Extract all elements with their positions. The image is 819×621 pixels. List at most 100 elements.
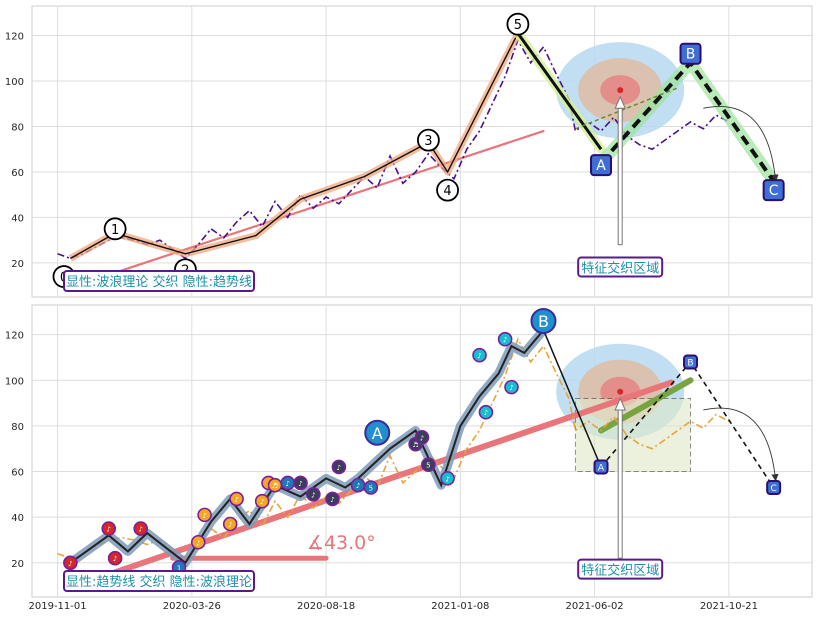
wave-node: [197, 507, 212, 523]
wave-node-glyph: ♪: [202, 512, 206, 520]
major-wave-label: A: [372, 424, 383, 443]
y-tick-label: 60: [11, 168, 24, 179]
forecast-arrow: [703, 106, 779, 182]
y-tick-label: 120: [5, 331, 24, 342]
wave-node-glyph: ♪: [330, 496, 334, 504]
annotation-box: [63, 570, 255, 592]
feature-label: 特征交织区域: [581, 563, 659, 579]
wave-node-glyph: ♪: [228, 521, 232, 529]
correction-line: [542, 329, 602, 468]
trend-projection: [575, 87, 679, 130]
pointer-arrow-head: [614, 95, 626, 109]
wave-label: 3: [424, 134, 432, 149]
wave-node: [421, 457, 436, 472]
wave-node: [306, 487, 321, 502]
wave-node-glyph: ♬: [412, 441, 418, 449]
abc-box: [593, 459, 609, 475]
wave-line: [69, 329, 545, 565]
pointer-arrow-shaft: [617, 409, 623, 559]
wave-node-glyph: ♬: [272, 482, 278, 490]
trend-extension: [598, 377, 694, 434]
wave-node-glyph: ♪: [509, 384, 513, 392]
abc-label: B: [687, 359, 693, 369]
wave-node-glyph: ♪: [356, 482, 360, 490]
abc-label: B: [686, 47, 696, 63]
trendline: [86, 379, 675, 585]
feature-zone-center: [617, 87, 624, 94]
major-wave-circle: [530, 307, 557, 334]
abc-box: [679, 42, 702, 65]
wave-node: [363, 480, 379, 495]
wave-node: [133, 521, 148, 536]
wave-node: [190, 534, 206, 550]
feature-label-box: [577, 256, 664, 278]
wave-label-circle: [416, 128, 440, 152]
abc-label: C: [770, 484, 776, 494]
wave-node: [229, 491, 244, 507]
wave-label-circle: [103, 217, 127, 241]
x-tick-label: 2021-06-02: [566, 601, 624, 612]
wave-node-glyph: ♪: [337, 464, 341, 472]
y-tick-label: 20: [11, 259, 24, 270]
wave-node-glyph: 1: [177, 564, 181, 572]
top-panel: 20406080100120012345ABC特征交织区域显性:波浪理论 交织 …: [5, 5, 813, 298]
wave-node: [254, 493, 270, 509]
wave-node: [440, 471, 455, 486]
y-tick-label: 100: [5, 376, 24, 387]
major-wave-label: B: [538, 312, 549, 331]
wave-line: [70, 32, 519, 260]
bottom-panel: 20 40 60 80 100 120 2019-11-01 2020-03-26 2020-0…: [5, 304, 813, 612]
x-tick-label: 2020-08-18: [297, 601, 355, 612]
wave-node: [222, 516, 238, 532]
abc-label: A: [596, 158, 606, 174]
major-wave-circle: [364, 419, 391, 446]
wave-node-glyph: ♪: [484, 409, 488, 417]
y-tick-label: 40: [11, 513, 24, 524]
wave-node-glyph: ♪: [138, 526, 142, 534]
wave-node-glyph: ♪: [234, 496, 238, 504]
wave-node-glyph: ♪: [298, 480, 302, 488]
wave-node: [497, 331, 513, 347]
y-tick-label: 40: [11, 213, 24, 224]
angle-label: ∡43.0°: [307, 532, 376, 554]
wave-label: 5: [514, 18, 522, 33]
y-tick-label: 60: [11, 468, 24, 479]
wave-node: [472, 347, 487, 363]
forecast-arrow: [703, 407, 779, 482]
wave-node: [101, 521, 117, 536]
wave-node-glyph: 5: [369, 485, 373, 493]
wave-node: [331, 459, 347, 475]
wave-node-glyph: ♪: [503, 336, 507, 344]
y-tick-label: 100: [5, 77, 24, 88]
abc-box: [683, 354, 699, 370]
wave-label: 1: [111, 223, 119, 238]
annotation: 显性:波浪理论 交织 隐性:趋势线: [66, 274, 252, 290]
abc-label: C: [769, 183, 779, 199]
wave-node: [504, 379, 519, 395]
wave-node: [293, 475, 308, 491]
annotation-box: [63, 270, 255, 292]
y-tick-label: 120: [5, 32, 24, 43]
wave-node: [63, 555, 78, 571]
wave-node: [325, 491, 340, 507]
y-tick-label: 20: [11, 559, 24, 570]
annotation: 显性:趋势线 交织 隐性:波浪理论: [66, 574, 252, 590]
x-tick-label: 2021-01-08: [431, 601, 489, 612]
pointer-arrow-shaft: [617, 107, 623, 246]
x-tick-label: 2021-10-21: [700, 601, 758, 612]
feature-label-box: [577, 558, 664, 580]
wave-node-glyph: ♪: [420, 434, 424, 442]
wave-node-glyph: ♪: [477, 352, 481, 360]
wave-label-circle: [506, 12, 530, 36]
y-tick-label: 80: [11, 122, 24, 133]
abc-box: [590, 154, 613, 177]
wave-node-glyph: ♪: [68, 560, 72, 568]
wave-node-glyph: ♪: [113, 555, 117, 563]
wave-node: [414, 430, 430, 445]
y-tick-label: 80: [11, 422, 24, 433]
pointer-arrow-head: [614, 397, 626, 411]
wave-node-glyph: 5: [426, 462, 430, 470]
wave-node-glyph: ♪: [311, 491, 315, 499]
abc-box: [762, 179, 785, 202]
